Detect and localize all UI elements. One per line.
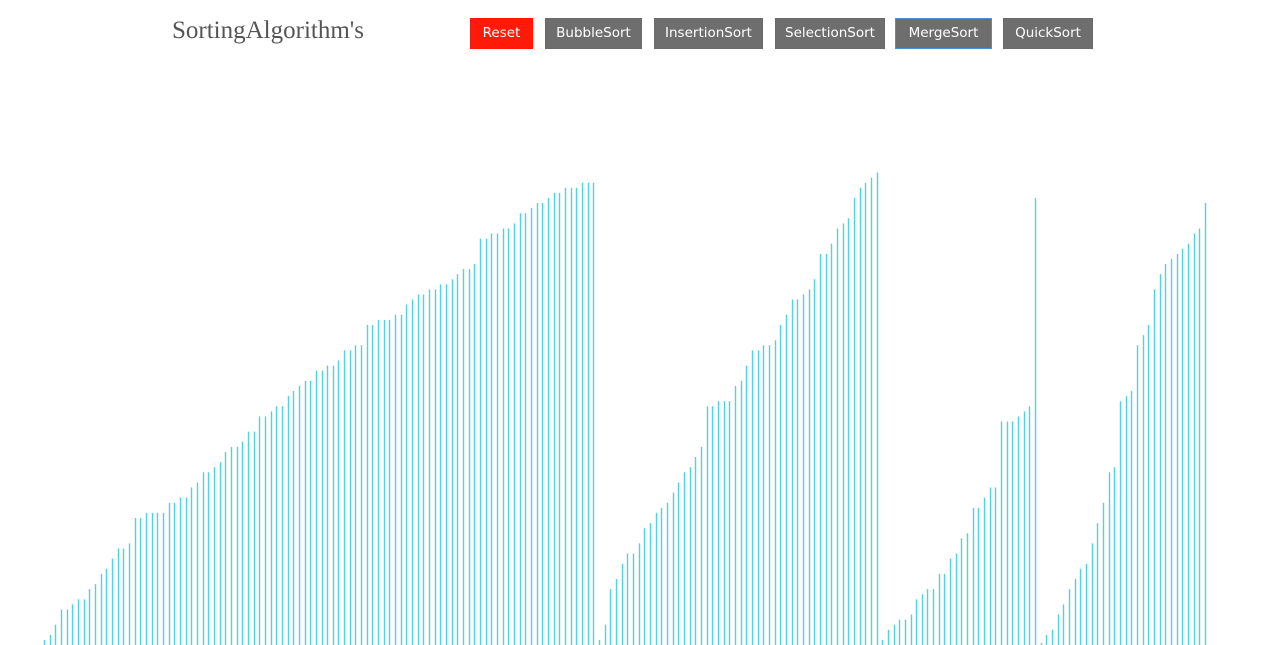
insertion-sort-button[interactable]: InsertionSort <box>654 18 763 49</box>
quick-sort-button[interactable]: QuickSort <box>1003 18 1093 49</box>
merge-sort-button[interactable]: MergeSort <box>895 18 992 49</box>
reset-button[interactable]: Reset <box>470 18 533 49</box>
selection-sort-button[interactable]: SelectionSort <box>775 18 885 49</box>
page-title: SortingAlgorithm's <box>172 17 365 44</box>
bubble-sort-button[interactable]: BubbleSort <box>545 18 642 49</box>
